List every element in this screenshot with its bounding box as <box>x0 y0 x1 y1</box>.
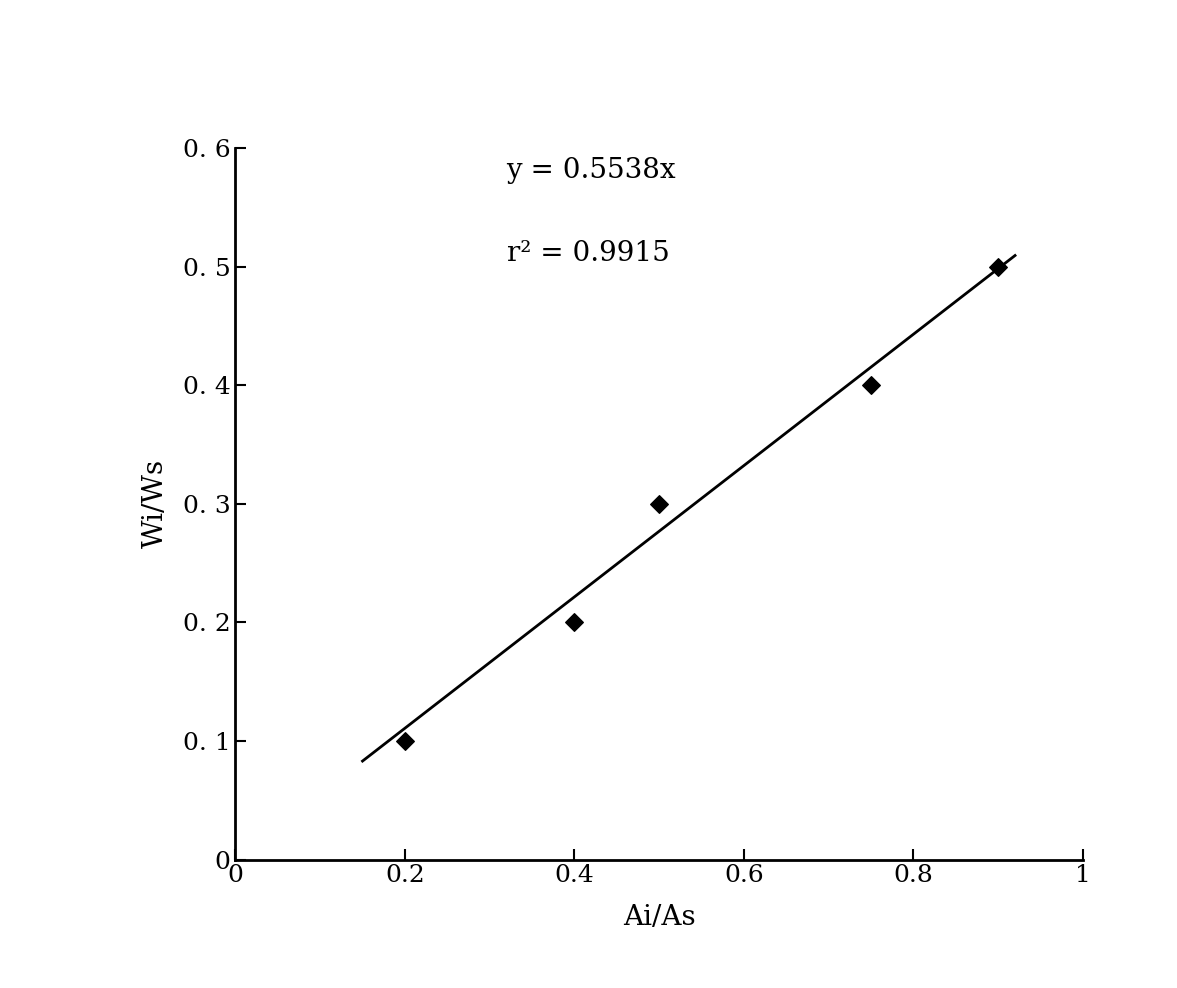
Point <box>395 733 414 749</box>
Point <box>650 496 669 512</box>
Y-axis label: Wi/Ws: Wi/Ws <box>142 459 169 548</box>
Text: y = 0.5538x: y = 0.5538x <box>506 157 677 184</box>
Point <box>989 259 1008 275</box>
Point <box>565 615 584 630</box>
Text: r² = 0.9915: r² = 0.9915 <box>506 240 670 267</box>
X-axis label: Ai/As: Ai/As <box>623 904 696 931</box>
Point <box>862 377 880 393</box>
